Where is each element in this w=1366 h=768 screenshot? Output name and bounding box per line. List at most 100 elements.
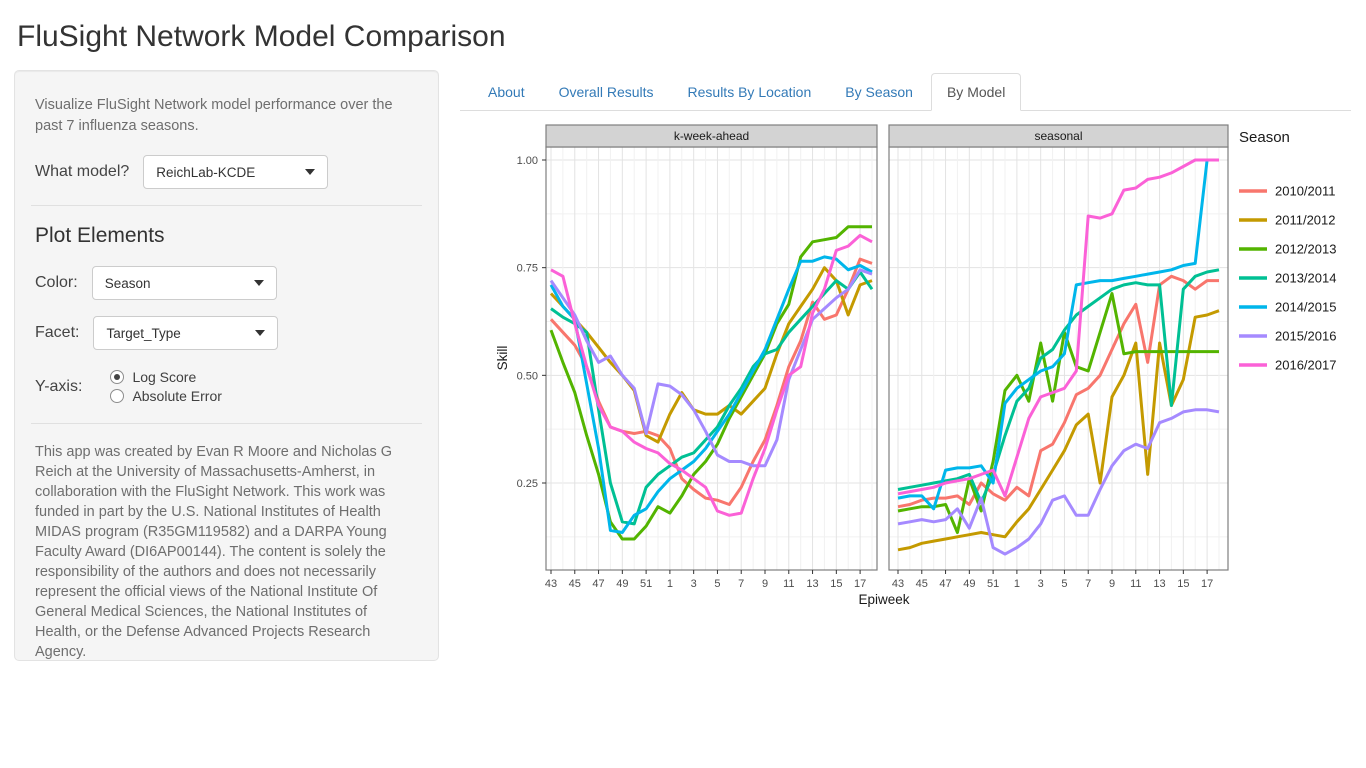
- svg-text:43: 43: [545, 578, 557, 590]
- series-line-2014-2015: [897, 158, 1219, 511]
- legend-item: 2010/2011: [1239, 184, 1336, 199]
- model-comparison-chart: k-week-ahead 43 45 47 49 51 1 3 5 7 9 11 13 15 17 seaso…: [460, 115, 1366, 620]
- tab-results-by-location[interactable]: Results By Location: [687, 84, 812, 100]
- svg-text:11: 11: [783, 578, 794, 590]
- svg-text:5: 5: [1061, 578, 1067, 590]
- svg-text:15: 15: [830, 578, 842, 590]
- svg-text:0.50: 0.50: [517, 370, 538, 382]
- model-select-value: ReichLab-KCDE: [156, 164, 256, 180]
- svg-text:45: 45: [569, 578, 581, 590]
- svg-text:7: 7: [738, 578, 744, 590]
- svg-text:2010/2011: 2010/2011: [1275, 184, 1336, 199]
- legend-item: 2011/2012: [1239, 213, 1336, 228]
- svg-text:7: 7: [1085, 578, 1091, 590]
- svg-text:0.25: 0.25: [517, 478, 538, 490]
- legend-title: Season: [1239, 129, 1290, 146]
- plot-elements-heading: Plot Elements: [35, 224, 165, 247]
- svg-text:9: 9: [1109, 578, 1115, 590]
- svg-text:2011/2012: 2011/2012: [1275, 213, 1336, 228]
- series-line-2013-2014: [897, 268, 1220, 504]
- svg-text:17: 17: [854, 578, 866, 590]
- series-line-2010-2011: [897, 274, 1219, 509]
- svg-text:47: 47: [592, 578, 604, 590]
- yaxis-radio-group: Log Score Absolute Error: [110, 366, 222, 407]
- color-select-value: Season: [104, 275, 151, 291]
- svg-text:0.75: 0.75: [517, 263, 538, 275]
- svg-text:13: 13: [1153, 578, 1165, 590]
- legend-item: 2016/2017: [1239, 358, 1336, 373]
- tab-by-model[interactable]: By Model: [930, 73, 1022, 111]
- series-line-2015-2016: [549, 268, 873, 468]
- svg-text:51: 51: [987, 578, 999, 590]
- svg-text:47: 47: [939, 578, 951, 590]
- series-line-2016-2017: [550, 233, 873, 517]
- tab-about[interactable]: About: [488, 84, 525, 100]
- caret-down-icon: [253, 280, 264, 286]
- tab-overall-results[interactable]: Overall Results: [558, 84, 654, 100]
- facet-label: Facet:: [35, 324, 80, 341]
- tab-by-season[interactable]: By Season: [845, 84, 913, 100]
- radio-unselected-icon: [110, 389, 125, 403]
- caret-down-icon: [255, 330, 266, 336]
- color-select[interactable]: Season: [91, 266, 277, 300]
- svg-text:2016/2017: 2016/2017: [1275, 358, 1336, 373]
- series-line-2015-2016: [897, 408, 1220, 556]
- svg-text:3: 3: [1038, 578, 1044, 590]
- sidebar-divider: [31, 205, 422, 206]
- x-axis-title: Epiweek: [858, 592, 909, 607]
- series-line-2016-2017: [897, 158, 1219, 498]
- facet-select[interactable]: Target_Type: [93, 316, 279, 350]
- tab-bar: About Overall Results Results By Locatio…: [460, 70, 1351, 111]
- legend-item: 2014/2015: [1239, 300, 1336, 315]
- legend-item: 2012/2013: [1239, 242, 1336, 257]
- svg-text:1: 1: [667, 578, 673, 590]
- yaxis-form-row: Y-axis: Log Score Absolute Error: [35, 366, 418, 407]
- svg-text:17: 17: [1201, 578, 1213, 590]
- facet-form-row: Facet: Target_Type: [35, 316, 418, 350]
- facet-select-value: Target_Type: [106, 325, 181, 341]
- model-select[interactable]: ReichLab-KCDE: [143, 155, 329, 189]
- svg-text:49: 49: [963, 578, 975, 590]
- svg-text:13: 13: [806, 578, 818, 590]
- radio-log-score[interactable]: Log Score: [110, 369, 221, 385]
- radio-log-score-label: Log Score: [132, 369, 197, 385]
- svg-text:5: 5: [714, 578, 720, 590]
- sidebar-credits: This app was created by Evan R Moore and…: [35, 444, 393, 660]
- legend-item: 2013/2014: [1239, 271, 1336, 286]
- legend-item: 2015/2016: [1239, 329, 1336, 344]
- svg-text:2012/2013: 2012/2013: [1275, 242, 1336, 257]
- svg-text:15: 15: [1177, 578, 1189, 590]
- model-label: What model?: [35, 163, 130, 180]
- sidebar-description: Visualize FluSight Network model perform…: [35, 97, 393, 134]
- radio-absolute-error[interactable]: Absolute Error: [110, 388, 222, 404]
- svg-text:43: 43: [892, 578, 904, 590]
- svg-text:51: 51: [640, 578, 652, 590]
- series-line-2011-2012: [897, 309, 1220, 552]
- sidebar-divider: [31, 423, 422, 424]
- y-axis-title: Skill: [495, 346, 510, 371]
- svg-text:2015/2016: 2015/2016: [1275, 329, 1336, 344]
- radio-selected-icon: [110, 370, 125, 384]
- svg-text:11: 11: [1130, 578, 1141, 590]
- page-title: FluSight Network Model Comparison: [17, 20, 506, 53]
- radio-absolute-error-label: Absolute Error: [132, 388, 222, 404]
- facet-strip-label: k-week-ahead: [674, 129, 749, 143]
- svg-text:3: 3: [691, 578, 697, 590]
- svg-text:1: 1: [1014, 578, 1020, 590]
- yaxis-label: Y-axis:: [35, 377, 83, 395]
- svg-text:45: 45: [916, 578, 928, 590]
- svg-text:2013/2014: 2013/2014: [1275, 271, 1336, 286]
- color-label: Color:: [35, 274, 78, 291]
- svg-text:49: 49: [616, 578, 628, 590]
- svg-text:1.00: 1.00: [517, 155, 538, 167]
- color-form-row: Color: Season: [35, 266, 418, 300]
- svg-text:9: 9: [762, 578, 768, 590]
- sidebar: Visualize FluSight Network model perform…: [14, 70, 439, 661]
- caret-down-icon: [305, 169, 316, 175]
- facet-strip-label: seasonal: [1034, 129, 1082, 143]
- series-line-2011-2012: [549, 266, 873, 444]
- svg-text:2014/2015: 2014/2015: [1275, 300, 1336, 315]
- model-form-row: What model? ReichLab-KCDE: [35, 155, 418, 189]
